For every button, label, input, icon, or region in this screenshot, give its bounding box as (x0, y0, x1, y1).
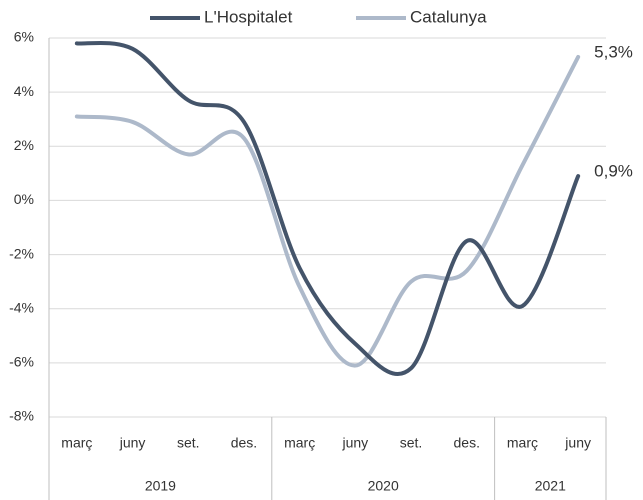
x-tick-label: març (61, 435, 92, 451)
legend-label: L'Hospitalet (204, 7, 293, 26)
x-tick-label: des. (231, 435, 257, 451)
series-line (74, 40, 581, 376)
y-tick-label: -8% (9, 408, 34, 424)
legend-label: Catalunya (410, 7, 487, 26)
x-tick-label: juny (342, 435, 369, 451)
series-line (74, 54, 581, 368)
y-tick-label: -6% (9, 354, 34, 370)
x-tick-label: març (507, 435, 538, 451)
x-tick-label: juny (564, 435, 591, 451)
x-tick-label: març (284, 435, 315, 451)
data-label: 5,3% (594, 42, 633, 61)
data-label: 0,9% (594, 162, 633, 181)
y-tick-label: 6% (14, 29, 34, 45)
y-tick-label: 0% (14, 191, 34, 207)
y-tick-label: 4% (14, 83, 34, 99)
group-label: 2020 (368, 478, 399, 494)
y-tick-label: 2% (14, 137, 34, 153)
group-label: 2019 (145, 478, 176, 494)
y-tick-label: -2% (9, 245, 34, 261)
group-label: 2021 (535, 478, 566, 494)
x-tick-label: juny (119, 435, 146, 451)
y-tick-label: -4% (9, 299, 34, 315)
x-tick-label: des. (454, 435, 480, 451)
x-tick-label: set. (177, 435, 200, 451)
x-tick-label: set. (400, 435, 423, 451)
